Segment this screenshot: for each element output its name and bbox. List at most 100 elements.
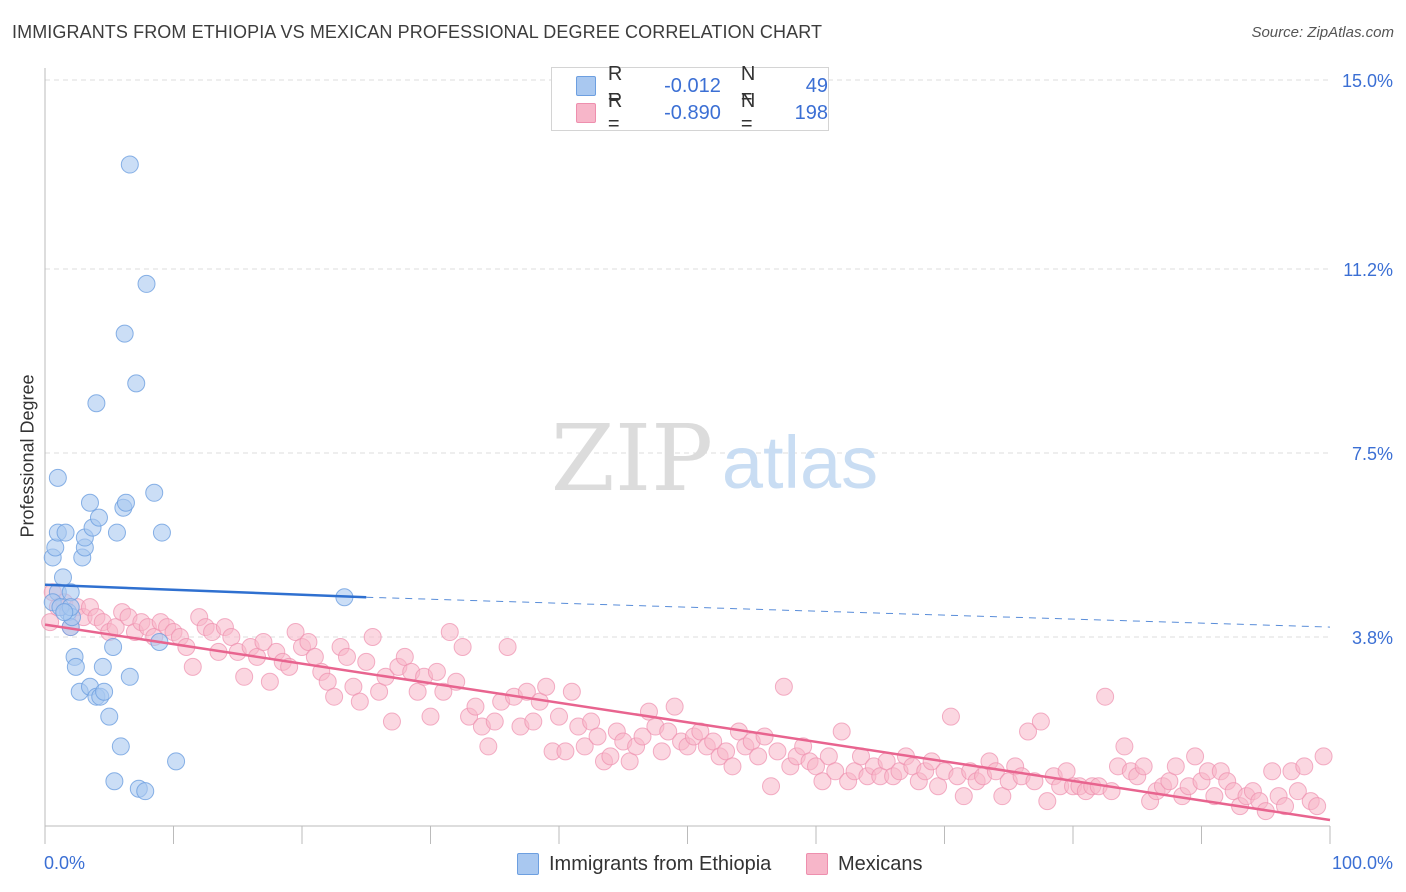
legend-r-value-ethiopia: -0.012 [664,74,721,97]
ethiopia-point [167,752,186,771]
source-label: Source: ZipAtlas.com [1251,24,1394,41]
mexicans-point [440,623,459,642]
mexicans-point [550,707,568,726]
mexicans-point [1205,787,1224,806]
mexicans-point [652,742,671,761]
mexicans-point [582,712,601,731]
mexicans-point [337,647,356,666]
ethiopia-point [55,603,74,622]
mexicans-point [498,637,517,656]
ethiopia-point [53,568,72,587]
ethiopia-point [152,523,171,542]
ethiopia-point [107,523,126,542]
mexicans-point [183,657,202,676]
mexicans-point [325,687,344,706]
ethiopia-point [145,483,164,502]
watermark-atlas: atlas [722,421,878,504]
mexicans-point [755,727,774,746]
mexicans-point [427,662,446,681]
mexicans-point [665,697,684,716]
bottom-legend-label-ethiopia: Immigrants from Ethiopia [549,852,772,875]
x-tick-label-min: 0.0% [44,853,85,873]
mexicans-point [620,752,639,771]
mexicans-point [479,737,498,756]
gridlines [45,79,1330,638]
mexicans-point [1019,722,1038,741]
legend-r-label: R = [607,63,623,108]
mexicans-point [993,787,1012,806]
ethiopia-point [95,682,114,701]
legend-swatch-mexicans [576,103,596,123]
y-tick-label: 15.0% [1342,71,1393,91]
mexicans-point [453,637,472,656]
axes [44,68,1331,844]
mexicans-point [601,747,620,766]
mexicans-point [357,652,376,671]
legend-n-value-ethiopia: 49 [805,74,828,97]
ethiopia-point [120,155,139,174]
mexicans-point [929,777,948,796]
mexicans-point [299,632,318,651]
mexicans-point [807,757,825,776]
ethiopia-trend-line [44,583,367,599]
legend-n-label: N = [740,63,756,108]
ethiopia-point [111,737,130,756]
mexicans-point [235,667,254,686]
correlation-legend: R = -0.012 N = 49 R = -0.890 N = 198 [551,63,829,135]
mexicans-point [1134,757,1153,776]
mexicans-point [537,677,556,696]
legend-r-label: R = [607,90,623,135]
mexicans-point [1031,712,1050,731]
mexicans-point [395,647,414,666]
ethiopia-point [104,637,123,656]
mexicans-point [41,613,60,632]
ethiopia-points [43,155,354,801]
bottom-legend-ethiopia: Immigrants from Ethiopia [517,852,771,876]
mexicans-point [1308,797,1327,816]
mexicans-point [370,682,389,701]
mexicans-point [1288,782,1307,801]
ethiopia-point [100,707,119,726]
ethiopia-point [46,538,65,557]
mexicans-point [588,727,607,746]
ethiopia-point [115,324,134,343]
ethiopia-point [105,772,124,791]
mexicans-point [1096,687,1115,706]
trend-lines [44,583,1331,822]
mexicans-point [382,712,401,731]
legend-row-mexicans: R = -0.890 N = 198 [576,90,828,135]
mexicans-point [222,628,241,647]
ethiopia-point [120,667,139,686]
mexicans-point [1025,772,1044,791]
ethiopia-point [80,493,99,512]
mexicans-point [633,727,652,746]
mexicans-point [704,732,723,751]
ethiopia-point [89,508,108,527]
mexicans-point [717,742,736,761]
mexicans-point [774,677,793,696]
y-tick-label: 11.2% [1343,260,1393,280]
legend-n-value-mexicans: 198 [794,101,828,124]
mexicans-point [254,632,273,651]
mexicans-point [1314,747,1333,766]
ethiopia-point [136,782,155,801]
ethiopia-point [48,468,67,487]
legend-row-ethiopia: R = -0.012 N = 49 [576,63,828,108]
mexicans-point [408,682,427,701]
mexicans-point [1160,772,1179,791]
mexicans-point [466,697,485,716]
mexicans-point [556,742,575,761]
bottom-legend-mexicans: Mexicans [806,852,922,876]
ethiopia-trend-extension [366,596,1331,628]
legend-n-label: N = [740,90,756,135]
mexicans-point [286,623,305,642]
mexicans-point [941,707,960,726]
mexicans-point [524,712,543,731]
mexicans-point [350,692,369,711]
mexicans-point [318,672,337,691]
mexicans-points [41,583,1333,821]
mexicans-point [954,787,973,806]
mexicans-point [1038,792,1057,811]
mexicans-point [819,747,838,766]
